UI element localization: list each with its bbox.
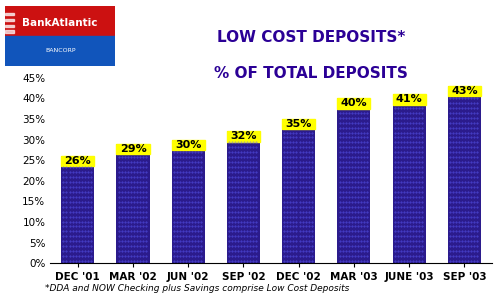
Bar bbox=[61, 156, 94, 263]
Bar bbox=[226, 131, 260, 263]
Bar bbox=[5, 25, 14, 27]
Text: 30%: 30% bbox=[175, 140, 201, 150]
FancyBboxPatch shape bbox=[337, 98, 370, 109]
FancyBboxPatch shape bbox=[282, 119, 315, 129]
Text: 32%: 32% bbox=[230, 132, 256, 141]
Text: 43%: 43% bbox=[450, 86, 477, 96]
Bar bbox=[5, 6, 115, 36]
Text: BankAtlantic: BankAtlantic bbox=[23, 18, 98, 28]
Bar bbox=[171, 140, 204, 263]
FancyBboxPatch shape bbox=[171, 140, 204, 150]
Text: 26%: 26% bbox=[64, 156, 91, 166]
Text: 29%: 29% bbox=[119, 144, 146, 154]
Bar bbox=[337, 98, 370, 263]
Text: % OF TOTAL DEPOSITS: % OF TOTAL DEPOSITS bbox=[214, 66, 407, 81]
Bar bbox=[447, 86, 480, 263]
Bar bbox=[116, 144, 149, 263]
FancyBboxPatch shape bbox=[61, 156, 94, 166]
Bar bbox=[5, 19, 14, 21]
Bar bbox=[5, 13, 14, 15]
Text: 41%: 41% bbox=[395, 94, 422, 104]
Text: 35%: 35% bbox=[285, 119, 311, 129]
FancyBboxPatch shape bbox=[447, 86, 480, 96]
FancyBboxPatch shape bbox=[116, 144, 149, 154]
Bar bbox=[392, 94, 425, 263]
FancyBboxPatch shape bbox=[392, 94, 425, 105]
FancyBboxPatch shape bbox=[226, 131, 260, 142]
Bar bbox=[282, 119, 315, 263]
Bar bbox=[5, 30, 14, 33]
Text: *DDA and NOW Checking plus Savings comprise Low Cost Deposits: *DDA and NOW Checking plus Savings compr… bbox=[45, 284, 349, 293]
Text: 40%: 40% bbox=[340, 98, 367, 109]
Bar bbox=[5, 36, 115, 66]
Text: BANCORP: BANCORP bbox=[45, 48, 75, 53]
Text: LOW COST DEPOSITS*: LOW COST DEPOSITS* bbox=[216, 30, 405, 45]
